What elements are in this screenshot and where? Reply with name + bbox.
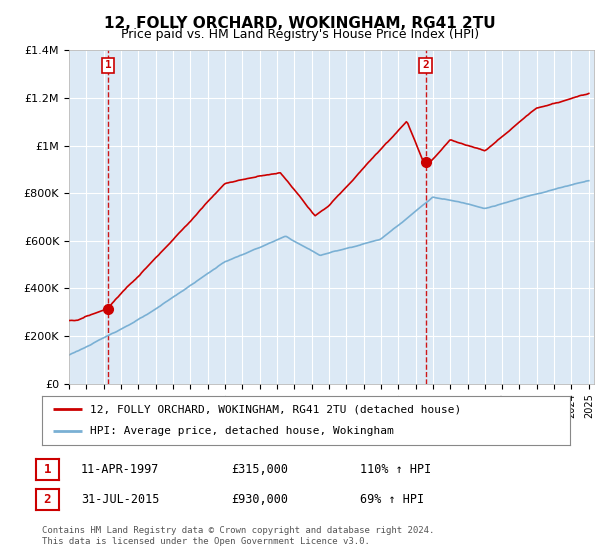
- Text: 31-JUL-2015: 31-JUL-2015: [81, 493, 160, 506]
- Text: 110% ↑ HPI: 110% ↑ HPI: [360, 463, 431, 476]
- Text: 69% ↑ HPI: 69% ↑ HPI: [360, 493, 424, 506]
- Text: 2: 2: [44, 493, 51, 506]
- Text: £930,000: £930,000: [231, 493, 288, 506]
- Text: 1: 1: [44, 463, 51, 476]
- Text: Contains HM Land Registry data © Crown copyright and database right 2024.
This d: Contains HM Land Registry data © Crown c…: [42, 526, 434, 546]
- Text: £315,000: £315,000: [231, 463, 288, 476]
- Text: 12, FOLLY ORCHARD, WOKINGHAM, RG41 2TU (detached house): 12, FOLLY ORCHARD, WOKINGHAM, RG41 2TU (…: [89, 404, 461, 414]
- Text: 2: 2: [422, 60, 429, 71]
- Text: 12, FOLLY ORCHARD, WOKINGHAM, RG41 2TU: 12, FOLLY ORCHARD, WOKINGHAM, RG41 2TU: [104, 16, 496, 31]
- Text: HPI: Average price, detached house, Wokingham: HPI: Average price, detached house, Woki…: [89, 426, 393, 436]
- Text: 11-APR-1997: 11-APR-1997: [81, 463, 160, 476]
- Text: Price paid vs. HM Land Registry's House Price Index (HPI): Price paid vs. HM Land Registry's House …: [121, 28, 479, 41]
- Text: 1: 1: [105, 60, 112, 71]
